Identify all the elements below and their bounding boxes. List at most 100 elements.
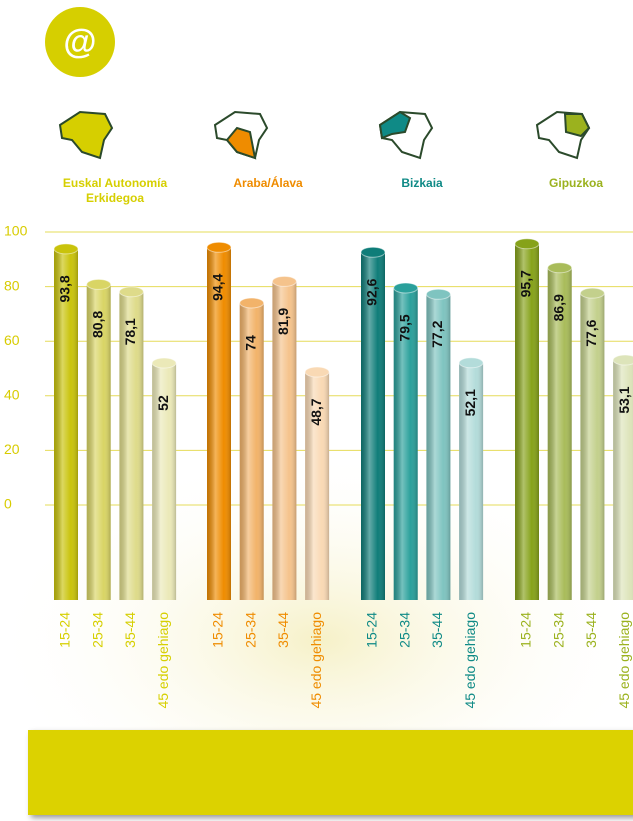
x-tick-label: 15-24 [210, 612, 226, 648]
y-tick-label: 0 [4, 496, 12, 512]
region-maps [58, 110, 591, 160]
y-tick-label: 80 [4, 277, 20, 293]
x-tick-label: 15-24 [364, 612, 380, 648]
bar-cap [612, 354, 633, 366]
bar-cap [86, 278, 112, 290]
x-tick-label: 35-44 [429, 612, 445, 648]
bar-shade [239, 302, 264, 600]
x-tick-label: 45 edo gehiago [155, 612, 171, 709]
bar-shade [119, 291, 144, 600]
bar-cap [118, 286, 144, 298]
bar-group [579, 287, 605, 600]
value-label: 77,2 [429, 320, 445, 347]
bar-cap [579, 287, 605, 299]
y-tick-label: 60 [4, 332, 20, 348]
icon-text: @ [63, 23, 96, 61]
value-label: 80,8 [89, 311, 105, 338]
bar-group [53, 243, 79, 600]
bar-shade [54, 248, 78, 600]
bar-group [393, 282, 419, 600]
region-label: Euskal Autonomía Erkidegoa [62, 176, 168, 205]
value-label: 48,7 [308, 398, 324, 425]
bar-shade [361, 252, 385, 600]
bar-cap [425, 288, 451, 300]
y-tick-label: 20 [4, 441, 20, 457]
value-label: 93,8 [57, 275, 73, 302]
x-tick-label: 25-34 [89, 612, 105, 648]
icon-circle [45, 7, 115, 77]
bar-cap [53, 243, 79, 255]
bar-group [239, 297, 265, 600]
value-label: 52 [155, 395, 171, 411]
bar-cap [239, 297, 265, 309]
bar-cap [271, 275, 297, 287]
map-gipuzkoa-fill [563, 113, 591, 138]
bar-shade [580, 293, 605, 600]
x-tick-label: 35-44 [583, 612, 599, 648]
bar-shade [426, 294, 451, 600]
bar-shade [272, 281, 297, 600]
value-label: 95,7 [518, 270, 534, 297]
x-tick-label: 25-34 [242, 612, 258, 648]
bar-cap [360, 246, 386, 258]
bar-cap [304, 366, 330, 378]
bar-group [514, 238, 540, 600]
bar-shade [393, 287, 418, 600]
x-tick-label: 45 edo gehiago [308, 612, 324, 709]
x-tick-label: 15-24 [518, 612, 534, 648]
bar-cap [458, 357, 484, 369]
value-label: 92,6 [364, 278, 380, 305]
value-label: 53,1 [616, 386, 632, 413]
value-label: 79,5 [396, 314, 412, 341]
x-tick-label: 45 edo gehiago [462, 612, 478, 709]
bar-group [360, 246, 386, 600]
bar-group [612, 354, 633, 600]
bar-shade [86, 284, 111, 600]
bar-shade [152, 363, 177, 600]
value-label: 81,9 [275, 308, 291, 335]
value-label: 52,1 [462, 389, 478, 416]
value-label: 94,4 [210, 273, 226, 300]
bar-shade [613, 360, 633, 600]
map-araba-fill [225, 126, 257, 160]
bar-group [151, 357, 177, 600]
x-tick-label: 25-34 [550, 612, 566, 648]
region-label: Gipuzkoa [549, 176, 604, 190]
footer-bar [28, 730, 633, 815]
bar-group [425, 288, 451, 600]
bar-group [271, 275, 297, 600]
bar-shade [515, 243, 539, 600]
x-tick-label: 15-24 [57, 612, 73, 648]
bar-cap [151, 357, 177, 369]
value-label: 86,9 [550, 294, 566, 321]
bar-cap [514, 238, 540, 250]
bar-group [86, 278, 112, 600]
value-label: 78,1 [122, 318, 138, 345]
x-tick-label: 35-44 [275, 612, 291, 648]
bar-group [547, 262, 573, 600]
bar-cap [206, 241, 232, 253]
bar-cap [547, 262, 573, 274]
bar-shade [305, 372, 330, 600]
bar-shade [459, 362, 484, 600]
x-tick-label: 45 edo gehiago [616, 612, 632, 709]
map-bizkaia-fill [378, 110, 412, 140]
region-label: Araba/Álava [233, 176, 303, 190]
y-tick-label: 100 [4, 223, 28, 239]
bar-group [304, 366, 330, 600]
region-label: Bizkaia [401, 176, 443, 190]
bar-group [206, 241, 232, 600]
x-tick-label: 25-34 [396, 612, 412, 648]
bar-group [458, 357, 484, 600]
value-label: 77,6 [583, 319, 599, 346]
bar-cap [393, 282, 419, 294]
bar-group [118, 286, 144, 600]
bar-shade [207, 247, 231, 600]
bar-shade [547, 267, 572, 600]
value-label: 74 [242, 335, 258, 351]
y-tick-label: 40 [4, 387, 20, 403]
map-eae [58, 110, 114, 160]
x-tick-label: 35-44 [122, 612, 138, 648]
